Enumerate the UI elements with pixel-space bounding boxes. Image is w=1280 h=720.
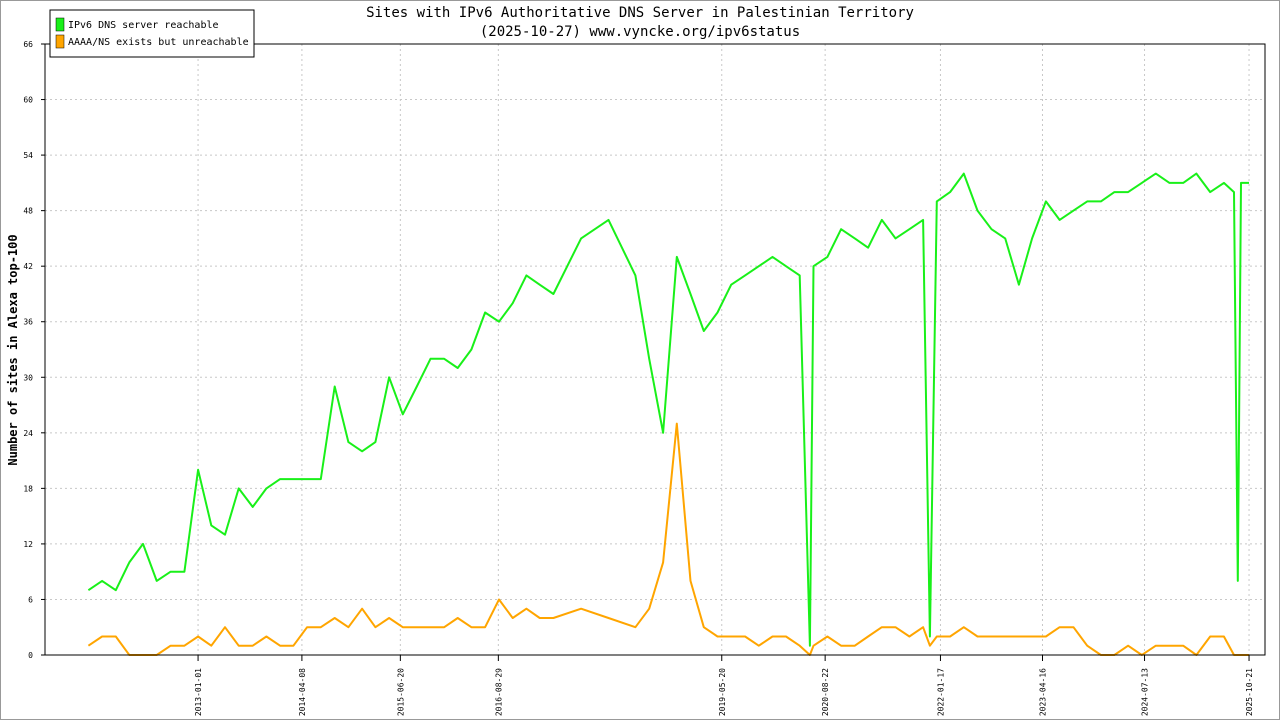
y-tick-label: 36 (23, 318, 33, 327)
x-tick-label: 2022-01-17 (936, 668, 945, 716)
y-tick-label: 60 (23, 96, 33, 105)
legend: IPv6 DNS server reachable AAAA/NS exists … (49, 9, 255, 58)
plot-border (44, 43, 1266, 656)
legend-label: AAAA/NS exists but unreachable (68, 37, 249, 48)
y-tick-label: 42 (23, 262, 33, 271)
x-tick-label: 2014-04-08 (298, 668, 307, 716)
x-tick-label: 2023-04-16 (1038, 668, 1047, 716)
series-line (87, 172, 1249, 647)
x-tick-label: 2025-10-21 (1245, 668, 1254, 716)
grid (45, 43, 1265, 656)
axes: 0 6 12 18 24 30 36 42 48 54 60 66 2013-01-01 2014-04-… (23, 40, 1266, 716)
y-tick-label: 48 (23, 207, 33, 216)
legend-swatch (55, 17, 65, 32)
chart-title: Sites with IPv6 Authoritative DNS Server… (366, 5, 914, 21)
y-tick-label: 12 (23, 540, 33, 549)
legend-label: IPv6 DNS server reachable (68, 20, 219, 31)
y-tick-label: 24 (23, 429, 33, 438)
chart-subtitle: (2025-10-27) www.vyncke.org/ipv6status (480, 24, 800, 40)
y-tick-label: 30 (23, 373, 33, 382)
y-axis-label: Number of sites in Alexa top-100 (6, 234, 20, 465)
series-line (87, 422, 1249, 656)
x-tick-label: 2020-08-22 (821, 668, 830, 716)
y-tick-label: 0 (28, 651, 33, 660)
x-tick-label: 2024-07-13 (1141, 668, 1150, 716)
x-tick-label: 2013-01-01 (194, 668, 203, 716)
legend-swatch (55, 34, 65, 49)
y-tick-label: 6 (28, 595, 33, 604)
y-tick-label: 66 (23, 40, 33, 49)
x-tick-label: 2019-05-20 (718, 668, 727, 716)
legend-box (49, 9, 255, 58)
y-tick-label: 54 (23, 151, 33, 160)
y-tick-label: 18 (23, 484, 33, 493)
x-tick-label: 2015-06-20 (396, 668, 405, 716)
x-tick-label: 2016-08-29 (494, 668, 503, 716)
plot (87, 172, 1249, 656)
